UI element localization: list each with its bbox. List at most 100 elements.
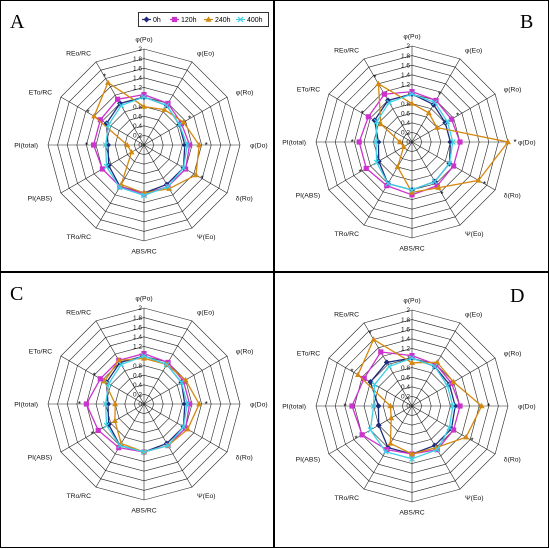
axis-label: φ(Eo) — [465, 312, 482, 319]
panel-label: A — [10, 11, 25, 33]
tick-label: 0.2 — [401, 394, 410, 401]
data-point — [141, 94, 147, 100]
data-point — [356, 139, 362, 145]
data-point — [367, 427, 374, 433]
data-point — [457, 403, 463, 409]
data-point — [180, 423, 187, 430]
axis-label: δ(Ro) — [236, 195, 253, 202]
data-point — [349, 403, 355, 409]
series-400h — [102, 353, 191, 455]
data-point — [409, 355, 415, 361]
axis-label: ETo/RC — [29, 348, 53, 355]
axis-label: PI(total) — [14, 142, 38, 149]
significance-star: * — [205, 141, 208, 150]
axis-label: TRo/RC — [334, 495, 359, 502]
tick-label: 1.4 — [401, 336, 410, 343]
data-point — [124, 141, 131, 148]
data-point — [446, 160, 453, 167]
data-point — [409, 89, 415, 95]
data-point — [102, 401, 109, 407]
radar-panel-c: 00.20.40.60.811.21.41.61.82φ(Po)φ(Eo)φ(R… — [0, 272, 274, 548]
series-120h — [356, 89, 463, 198]
data-point — [444, 382, 451, 389]
legend-marker — [143, 16, 150, 23]
data-point — [115, 96, 121, 102]
panel-frame — [274, 272, 549, 548]
data-point — [118, 361, 125, 368]
tick-label: 0.2 — [401, 130, 410, 137]
tick-label: 1.8 — [133, 56, 142, 63]
grid-spoke — [60, 403, 145, 453]
data-point — [386, 99, 393, 106]
data-point — [165, 359, 171, 366]
data-point — [91, 113, 98, 119]
axis-label: TRo/RC — [66, 493, 91, 500]
significance-star: * — [438, 90, 441, 99]
axis-label: PI(ABS) — [296, 192, 321, 199]
data-point — [95, 427, 101, 433]
tick-label: 1.6 — [401, 62, 410, 69]
radar-panel-a: 00.20.40.60.811.21.41.61.82φ(Po)φ(Eo)φ(R… — [0, 0, 274, 272]
axis-label: PI(total) — [282, 403, 306, 410]
data-point — [105, 380, 112, 387]
legend-item-240h: 240h — [204, 16, 231, 24]
data-point — [83, 401, 89, 407]
axis-label: ETo/RC — [297, 86, 321, 93]
data-point — [103, 422, 110, 429]
tick-label: 1.4 — [133, 75, 142, 82]
tick-label: 1.2 — [133, 344, 142, 351]
significance-star: * — [200, 175, 203, 184]
significance-star: * — [188, 115, 191, 124]
tick-label: 1.6 — [133, 65, 142, 72]
axis-label: ETo/RC — [297, 350, 321, 357]
axis-label: φ(Eo) — [197, 51, 214, 58]
axis-label: φ(Ro) — [504, 86, 522, 93]
data-point — [478, 402, 485, 409]
data-point — [176, 121, 183, 128]
data-point — [446, 424, 453, 431]
data-point — [359, 432, 365, 438]
data-point — [371, 381, 378, 388]
significance-star: * — [351, 138, 354, 147]
tick-label: 1.6 — [133, 324, 142, 331]
data-point — [378, 349, 384, 355]
legend-box — [138, 12, 269, 27]
axis-label: φ(Eo) — [197, 310, 214, 317]
significance-star: * — [440, 190, 443, 199]
tick-label: 0.8 — [401, 365, 410, 372]
axis-label: φ(Ro) — [236, 89, 254, 96]
tick-label: 0.4 — [133, 382, 142, 389]
data-point — [115, 357, 122, 363]
data-point — [184, 401, 191, 407]
data-point — [409, 450, 415, 457]
data-point — [434, 359, 441, 365]
axis-label: δ(Ro) — [504, 192, 521, 199]
data-point — [449, 139, 456, 145]
data-point — [444, 118, 451, 125]
legend-label: 0h — [153, 17, 161, 24]
grid-spoke — [328, 141, 413, 191]
axis-label: φ(Po) — [135, 295, 152, 302]
data-point — [383, 359, 390, 366]
axis-label: φ(Eo) — [465, 48, 482, 55]
series-line — [357, 338, 483, 455]
tick-label: 0.6 — [401, 374, 410, 381]
data-point — [384, 183, 390, 189]
significance-star: * — [93, 371, 96, 380]
data-point — [141, 355, 147, 361]
axis-label: PI(ABS) — [296, 456, 321, 463]
significance-star: * — [487, 402, 490, 411]
tick-label: 0.4 — [401, 384, 410, 391]
data-point — [118, 181, 125, 187]
data-point — [449, 403, 456, 409]
radar-panel-d: 00.20.40.60.811.21.41.61.82φ(Po)φ(Eo)φ(R… — [274, 272, 549, 548]
data-point — [505, 138, 511, 145]
data-point — [433, 124, 440, 130]
data-point — [394, 163, 401, 170]
data-point — [361, 375, 367, 381]
data-point — [365, 114, 371, 120]
data-point — [397, 138, 403, 145]
significance-star: * — [456, 112, 459, 121]
data-point — [184, 426, 191, 432]
data-point — [116, 184, 123, 191]
